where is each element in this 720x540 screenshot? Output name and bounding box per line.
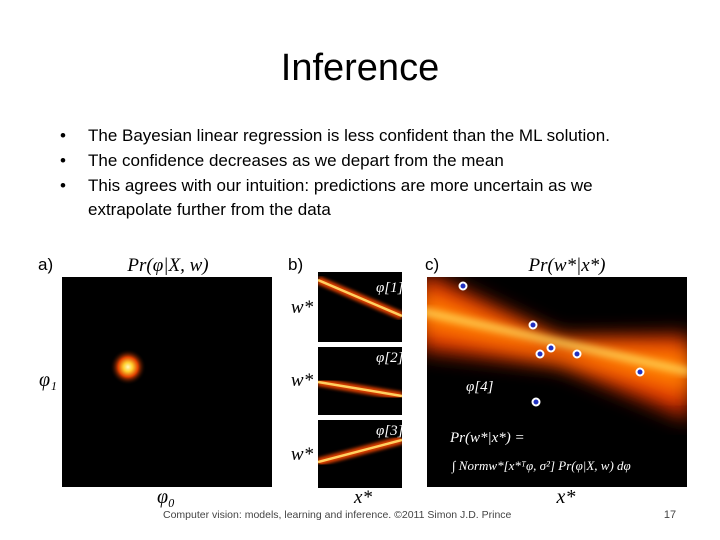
bullet: extrapolate further from the data [88,200,331,219]
axis-label: w* [291,297,314,318]
panel-title: Pr(φ|X, w) [126,255,208,276]
density-plot [62,277,272,487]
axis-label: φ₁ [39,369,57,391]
density-peak [110,349,146,385]
bullet-dot: • [60,151,66,170]
sample-label: φ[2] [376,350,404,366]
axis-label: φ₀ [157,486,175,508]
page-number: 17 [664,509,676,521]
panel-label: c) [425,255,439,274]
panel-title: Pr(w*|x*) [528,255,606,276]
bullet: The confidence decreases as we depart fr… [88,151,504,170]
panel-label: a) [38,255,53,274]
axis-label: x* [556,486,576,508]
panel-label: b) [288,255,303,274]
bullet: The Bayesian linear regression is less c… [88,126,610,145]
bullet-dot: • [60,126,66,145]
axis-label: w* [291,370,314,391]
mean-label: φ[4] [466,379,494,395]
bullet-list: • The Bayesian linear regression is less… [60,126,610,219]
footer: Computer vision: models, learning and in… [163,509,512,521]
title: Inference [281,47,439,89]
formula: Pr(w*|x*) = [449,430,525,446]
axis-label: w* [291,444,314,465]
data-points [458,281,645,407]
formula: ∫ Normw*[x*ᵀφ, σ²] Pr(φ|X, w) dφ [451,458,631,474]
sample-label: φ[3] [376,423,404,439]
axis-label: x* [353,487,372,508]
bullet-dot: • [60,176,66,195]
bullet: This agrees with our intuition: predicti… [88,176,593,195]
sample-label: φ[1] [376,280,404,296]
